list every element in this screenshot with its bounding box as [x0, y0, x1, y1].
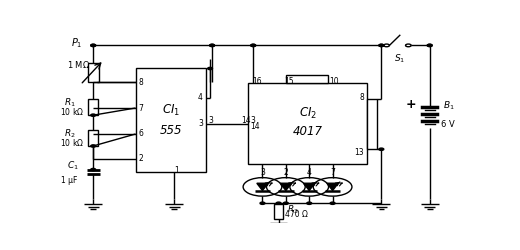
Text: 13: 13 — [355, 148, 364, 156]
Text: +: + — [406, 98, 416, 110]
Circle shape — [276, 202, 281, 204]
Text: 1 μF: 1 μF — [60, 176, 77, 185]
Text: 10: 10 — [329, 76, 339, 86]
Circle shape — [427, 44, 432, 46]
Text: 10 k$\Omega$: 10 k$\Omega$ — [60, 137, 84, 148]
Text: 8: 8 — [359, 93, 364, 102]
Text: 4: 4 — [198, 93, 203, 102]
Text: 470 Ω: 470 Ω — [285, 210, 308, 220]
Circle shape — [210, 44, 215, 46]
Circle shape — [330, 202, 335, 204]
Circle shape — [210, 44, 215, 46]
Circle shape — [91, 44, 96, 46]
Bar — [88, 99, 98, 115]
Circle shape — [251, 44, 256, 46]
Text: 3: 3 — [198, 119, 203, 128]
Text: 1: 1 — [174, 166, 179, 175]
Text: 15: 15 — [284, 76, 294, 86]
Text: $R_2$: $R_2$ — [64, 128, 75, 140]
Polygon shape — [280, 183, 292, 190]
Text: $B_1$: $B_1$ — [443, 100, 454, 112]
Text: $S_1$: $S_1$ — [394, 52, 405, 65]
Circle shape — [427, 44, 432, 46]
Circle shape — [91, 145, 96, 147]
Circle shape — [283, 202, 288, 204]
Text: 555: 555 — [160, 124, 182, 137]
Text: $P_1$: $P_1$ — [71, 36, 83, 51]
Text: 16: 16 — [252, 76, 262, 86]
Text: 14: 14 — [241, 116, 251, 125]
Polygon shape — [257, 183, 268, 190]
Text: 2: 2 — [283, 168, 288, 177]
Text: 6 V: 6 V — [441, 120, 455, 130]
Circle shape — [379, 148, 384, 150]
Text: $R_1$: $R_1$ — [64, 97, 76, 110]
Bar — [249, 83, 367, 164]
Circle shape — [379, 44, 384, 46]
Text: $CI_1$: $CI_1$ — [162, 102, 180, 118]
Text: $C_1$: $C_1$ — [67, 160, 79, 172]
Circle shape — [260, 202, 265, 204]
Text: 4017: 4017 — [293, 125, 323, 138]
Text: 8: 8 — [139, 78, 144, 86]
Bar — [88, 130, 98, 146]
Text: 2: 2 — [139, 154, 144, 164]
Text: $CI_2$: $CI_2$ — [299, 106, 317, 121]
Text: 3: 3 — [260, 168, 265, 177]
Text: 4: 4 — [307, 168, 311, 177]
Text: 7: 7 — [139, 104, 144, 112]
Bar — [136, 68, 206, 172]
Circle shape — [207, 67, 213, 70]
Bar — [367, 99, 378, 149]
Circle shape — [251, 44, 256, 46]
Circle shape — [91, 168, 96, 171]
Circle shape — [91, 114, 96, 116]
Circle shape — [379, 44, 384, 46]
Circle shape — [91, 44, 96, 46]
Text: $R_3$: $R_3$ — [287, 203, 298, 216]
Bar — [87, 63, 99, 82]
Text: 6: 6 — [139, 130, 144, 138]
Text: 3: 3 — [208, 116, 213, 125]
Polygon shape — [304, 183, 315, 190]
Text: 7: 7 — [330, 168, 335, 177]
Circle shape — [307, 202, 311, 204]
Polygon shape — [327, 183, 338, 190]
Bar — [274, 204, 283, 219]
Text: 3: 3 — [251, 116, 255, 125]
Text: 10 k$\Omega$: 10 k$\Omega$ — [60, 106, 84, 117]
Bar — [287, 75, 328, 83]
Text: 1 M$\Omega$: 1 M$\Omega$ — [67, 59, 90, 70]
Text: 14: 14 — [251, 122, 260, 131]
